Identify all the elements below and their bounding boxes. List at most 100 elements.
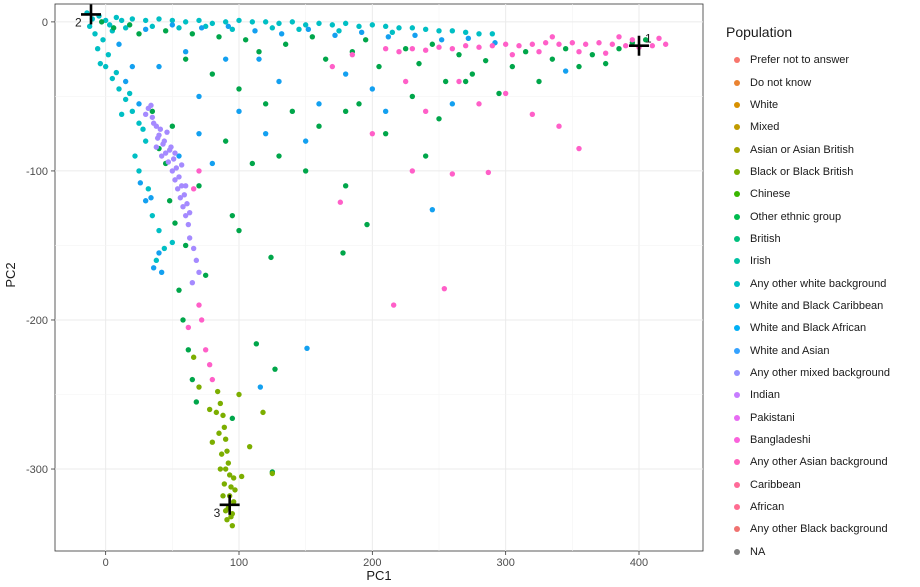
data-point [364, 221, 370, 228]
data-point [209, 20, 216, 27]
data-point [158, 153, 165, 159]
data-point [229, 26, 236, 33]
data-point [164, 129, 170, 135]
cluster-marker: 3 [214, 494, 240, 520]
legend-key [724, 392, 750, 399]
data-point [190, 186, 197, 192]
legend-label: Any other mixed background [750, 366, 891, 379]
legend-swatch [734, 57, 740, 64]
data-point [337, 199, 344, 205]
data-point [602, 60, 609, 67]
data-point [389, 29, 396, 36]
legend-swatch [734, 191, 740, 198]
data-point [253, 341, 260, 347]
legend-item: Bangladeshi [724, 429, 920, 451]
data-point [390, 302, 397, 308]
data-point [582, 41, 589, 47]
legend-label: NA [750, 545, 766, 558]
data-point [629, 37, 636, 43]
data-point [485, 169, 492, 176]
data-point [456, 51, 462, 58]
data-point [296, 26, 302, 33]
data-point [165, 159, 172, 165]
data-point [217, 400, 224, 407]
data-point [529, 111, 536, 117]
data-point [149, 23, 156, 30]
data-point [184, 201, 190, 207]
data-point [476, 31, 482, 37]
data-point [536, 48, 542, 55]
data-point [304, 345, 310, 351]
data-point [252, 28, 258, 34]
data-point [228, 484, 234, 490]
data-point [476, 101, 482, 107]
legend-swatch [734, 146, 740, 153]
legend-item: Other ethnic group [724, 205, 920, 227]
data-point [182, 56, 189, 62]
data-point [176, 174, 182, 180]
legend-title: Population [726, 24, 793, 40]
data-point [556, 123, 562, 129]
data-point [206, 406, 213, 413]
legend-key [724, 124, 750, 131]
data-point [142, 198, 149, 204]
legend-swatch [734, 459, 740, 466]
data-point [136, 101, 142, 107]
data-point [316, 123, 322, 129]
data-point [161, 245, 168, 252]
data-point [522, 48, 529, 55]
data-point [176, 153, 182, 159]
data-point [476, 44, 482, 50]
data-point [137, 180, 144, 186]
legend-key [724, 168, 750, 175]
data-point [116, 41, 122, 47]
data-point [196, 269, 202, 275]
data-point [185, 221, 192, 228]
legend-label: Bangladeshi [750, 434, 811, 447]
x-tick-label: 300 [496, 557, 514, 569]
data-point [278, 31, 285, 37]
data-point [209, 71, 216, 77]
data-point [158, 269, 165, 275]
data-point [369, 22, 376, 28]
data-point [182, 242, 189, 249]
legend-label: White and Asian [750, 344, 830, 357]
legend-label: Chinese [750, 188, 791, 201]
data-point [94, 46, 101, 52]
cluster-marker: 1 [629, 32, 652, 56]
data-point [190, 354, 197, 360]
data-point [462, 29, 469, 36]
legend-item: Any other Black background [724, 518, 920, 540]
data-point [616, 34, 622, 40]
data-point [182, 212, 189, 219]
data-point [149, 212, 156, 219]
data-point [189, 376, 196, 383]
legend-swatch [734, 437, 740, 444]
data-point [224, 517, 230, 523]
data-point [289, 19, 296, 25]
data-point [162, 28, 169, 34]
legend-key [724, 369, 750, 376]
data-point [382, 23, 389, 30]
data-point [358, 29, 365, 36]
data-point [136, 31, 142, 37]
data-point [157, 126, 164, 132]
data-point [153, 257, 160, 264]
data-point [622, 43, 629, 49]
legend-label: Caribbean [750, 478, 801, 491]
data-point [224, 448, 230, 454]
legend-item: Any other Asian background [724, 451, 920, 473]
data-point [172, 177, 178, 183]
cluster-label: 1 [645, 32, 652, 46]
data-point [154, 135, 161, 141]
data-point [536, 78, 542, 85]
data-point [556, 41, 562, 47]
data-point [422, 47, 429, 53]
data-point [156, 16, 162, 22]
legend-key [724, 280, 750, 287]
data-point [569, 40, 576, 46]
data-point [229, 522, 236, 529]
data-point [256, 56, 262, 62]
data-point [198, 25, 205, 31]
data-point [429, 206, 436, 213]
